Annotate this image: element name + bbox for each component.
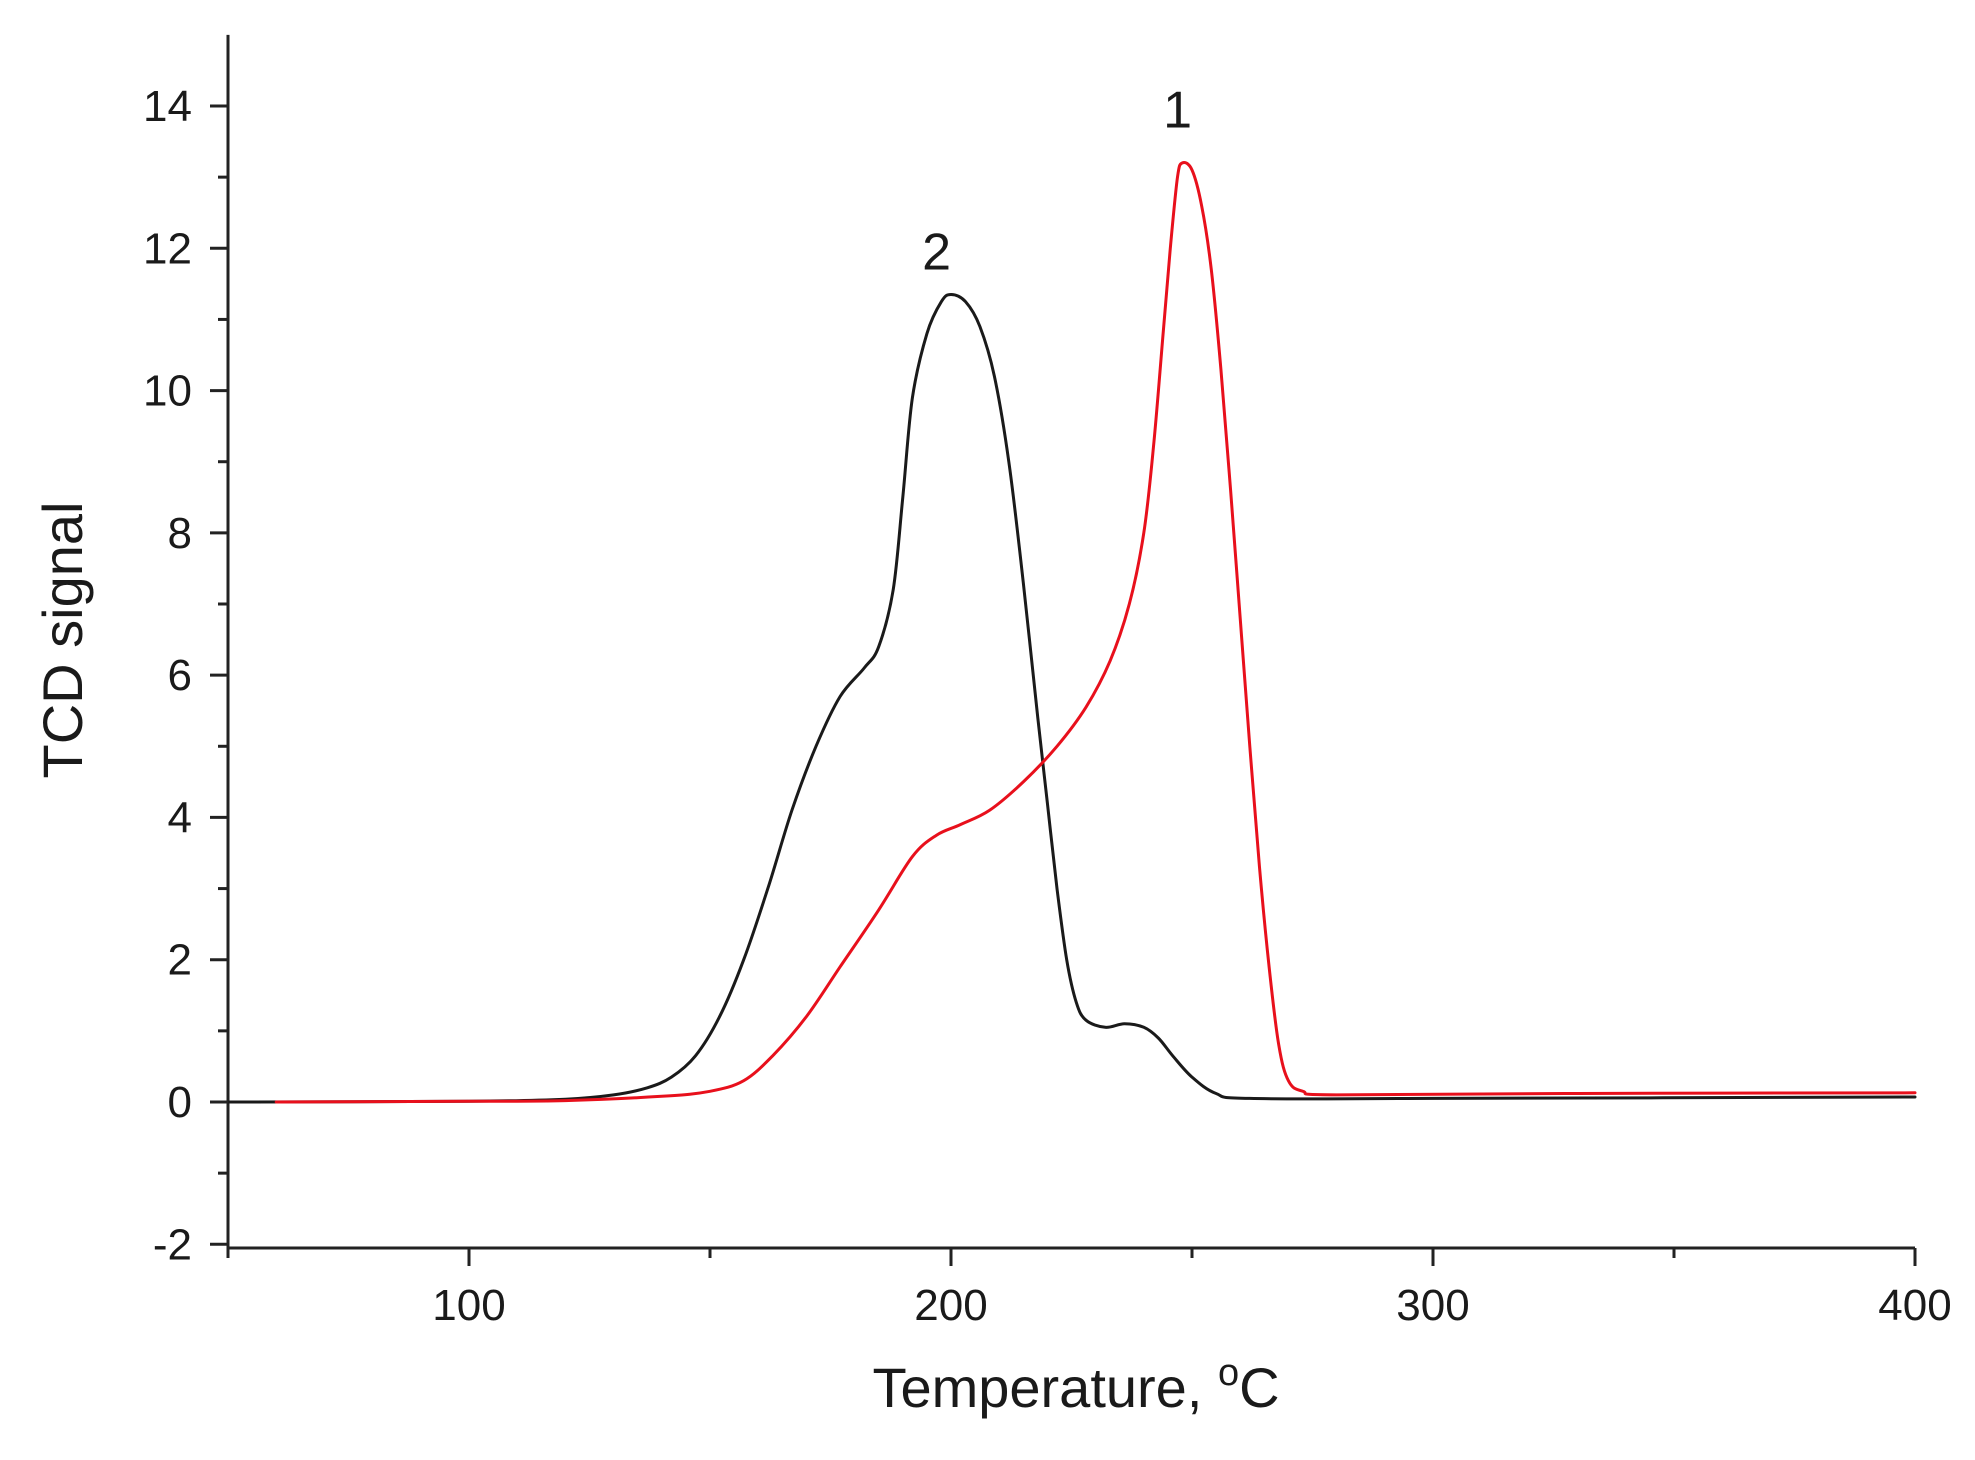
y-tick-label: 2 — [168, 936, 192, 985]
x-axis-title: Temperature, oC — [872, 1352, 1279, 1419]
y-tick-label: 8 — [168, 509, 192, 558]
y-tick-label: 4 — [168, 793, 192, 842]
axis-titles: Temperature, oC TCD signal — [31, 502, 1280, 1419]
curve-label-2: 2 — [922, 224, 951, 282]
y-tick-label: 0 — [168, 1078, 192, 1127]
y-tick-label: 12 — [143, 224, 192, 273]
y-axis-title: TCD signal — [31, 502, 94, 779]
curve-labels: 12 — [922, 81, 1192, 281]
curve-label-1: 1 — [1163, 81, 1192, 139]
series-line-2 — [228, 293, 1917, 1104]
x-tick-label: 300 — [1396, 1281, 1469, 1330]
x-tick-label: 400 — [1878, 1281, 1951, 1330]
series-layer — [228, 161, 1917, 1104]
x-tick-label: 100 — [432, 1281, 505, 1330]
x-tick-label: 200 — [914, 1281, 987, 1330]
series-line-1 — [274, 161, 1917, 1104]
y-tick-label: 6 — [168, 651, 192, 700]
y-tick-label: 14 — [143, 82, 192, 131]
y-tick-label: 10 — [143, 367, 192, 416]
y-tick-label: -2 — [153, 1220, 192, 1269]
